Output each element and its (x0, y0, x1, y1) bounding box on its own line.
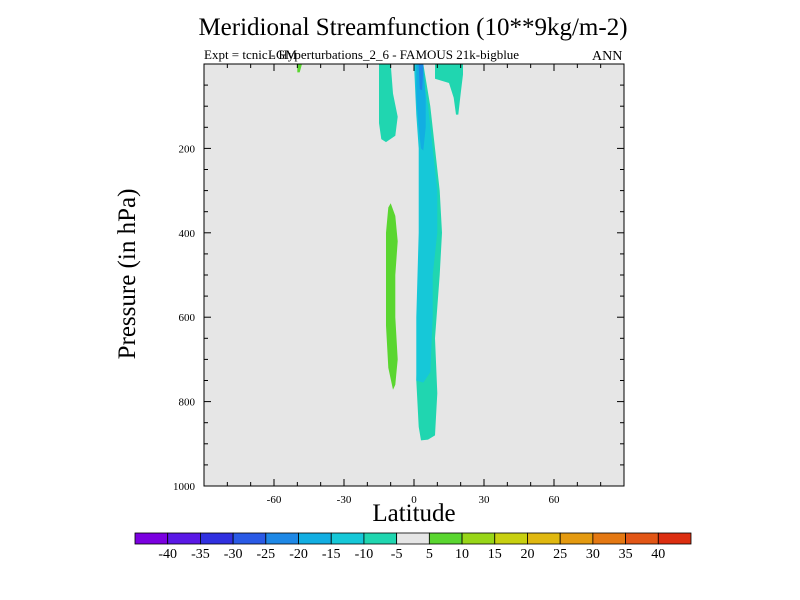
contour-region-6 (386, 203, 398, 390)
colorbar-label: -20 (289, 547, 308, 562)
overlay-label: LGM (268, 47, 297, 62)
colorbar-label: 5 (426, 547, 433, 562)
contour-region-1 (435, 64, 463, 115)
colorbar-label: -5 (391, 547, 403, 562)
colorbar-label: -35 (191, 547, 210, 562)
contour-region-4 (416, 64, 426, 151)
contour-region-5 (418, 64, 424, 91)
x-tick-label: 60 (549, 494, 561, 506)
colorbar-swatch (657, 532, 692, 545)
y-axis-ticks: 200 400 600 800 1000 (173, 63, 624, 493)
colorbar-swatch (396, 532, 430, 545)
colorbar-label: 15 (488, 547, 502, 562)
colorbar-swatch (625, 532, 659, 545)
colorbar-label: 25 (553, 547, 567, 562)
colorbar-label: 35 (619, 547, 633, 562)
chart-subtitle: Expt = tcnic - Hyperturbations_2_6 - FAM… (204, 47, 520, 62)
colorbar-label: 10 (455, 547, 469, 562)
season-label: ANN (592, 49, 623, 64)
colorbar-swatch (527, 532, 561, 545)
x-tick-label: 0 (411, 494, 417, 506)
colorbar-swatch (167, 532, 201, 545)
chart-title: Meridional Streamfunction (10**9kg/m-2) (198, 14, 628, 41)
contour-region-7 (297, 64, 302, 73)
colorbar-label: -30 (224, 547, 243, 562)
contour-regions (297, 64, 463, 441)
colorbar-swatch (592, 532, 626, 545)
x-tick-label: 30 (479, 494, 491, 506)
colorbar-swatch (363, 532, 398, 545)
colorbar-swatch (330, 532, 365, 545)
contour-region-0 (379, 64, 398, 143)
x-tick-label: -30 (337, 494, 352, 506)
colorbar-swatch (134, 532, 169, 545)
colorbar-label: 20 (520, 547, 534, 562)
x-axis-label: Latitude (372, 500, 456, 527)
colorbar-swatch (494, 532, 528, 545)
colorbar-label: -15 (322, 547, 341, 562)
y-tick-label: 200 (179, 143, 196, 155)
colorbar-label: 40 (651, 547, 665, 562)
x-axis-ticks: -60 -30 0 30 60 (203, 64, 625, 506)
plot-background (204, 64, 624, 486)
contour-region-3 (414, 64, 438, 383)
colorbar-swatch (298, 532, 332, 545)
colorbar-label: -40 (158, 547, 177, 562)
colorbar-swatch (232, 532, 267, 545)
colorbar-label: -10 (355, 547, 374, 562)
x-tick-label: -60 (267, 494, 282, 506)
y-tick-label: 400 (179, 228, 196, 240)
colorbar-swatch (265, 532, 299, 545)
colorbar: -40 -35 -30 -25 -20 -15 -10 -5 5 10 15 20 25 30 35 40 (134, 532, 692, 562)
y-tick-label: 800 (179, 397, 196, 409)
colorbar-swatch (461, 532, 496, 545)
colorbar-swatch (428, 532, 463, 545)
y-tick-label: 1000 (173, 481, 196, 493)
y-tick-label: 600 (179, 312, 196, 324)
colorbar-swatch (559, 532, 594, 545)
colorbar-swatch (200, 532, 234, 545)
colorbar-label: -25 (256, 547, 275, 562)
colorbar-label: 30 (586, 547, 600, 562)
